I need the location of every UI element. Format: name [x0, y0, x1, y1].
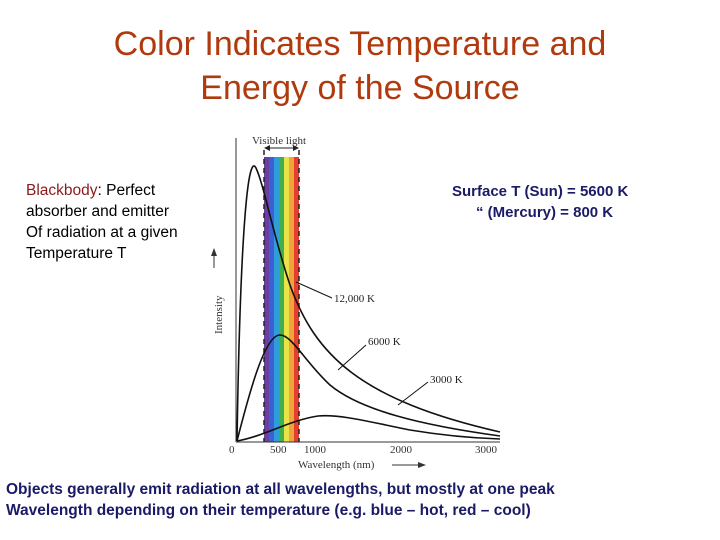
spectrum-stripe-green: [279, 157, 284, 442]
label-leader-3000k: [397, 381, 429, 406]
definition-line-2: absorber and emitter: [26, 203, 170, 220]
spectrum-stripe-orange: [289, 157, 294, 442]
curve-3000k: [236, 414, 501, 442]
label-leader-6000k: [337, 344, 367, 371]
spectrum-stripe-violet: [264, 157, 269, 442]
x-tick-500: 500: [270, 444, 287, 456]
visible-arrow-right-head: [293, 145, 299, 151]
spectrum-stripe-blue: [269, 157, 274, 442]
label-3000k: 3000 K: [430, 374, 463, 386]
wavelength-label: Wavelength (nm): [298, 459, 375, 471]
title-line-2: Energy of the Source: [200, 69, 520, 107]
x-tick-2000: 2000: [390, 444, 413, 456]
x-tick-1000: 1000: [304, 444, 327, 456]
surface-temperatures: Surface T (Sun) = 5600 K “ (Mercury) = 8…: [452, 181, 712, 223]
summary-line-2: Wavelength depending on their temperatur…: [6, 502, 531, 519]
x-tick-0: 0: [229, 444, 235, 456]
summary-text: Objects generally emit radiation at all …: [6, 479, 718, 521]
summary-line-1: Objects generally emit radiation at all …: [6, 481, 555, 498]
mercury-temperature: “ (Mercury) = 800 K: [476, 204, 614, 221]
label-leader-12000k: [295, 281, 333, 299]
axes: Intensity Wavelength (nm) 0 500 1000 200…: [211, 138, 500, 471]
blackbody-definition: Blackbody: Perfect absorber and emitter …: [26, 180, 226, 264]
blackbody-curves: [236, 165, 501, 442]
visible-arrow-left-head: [264, 145, 270, 151]
intensity-label: Intensity: [213, 295, 225, 334]
visible-light-label: Visible light: [252, 135, 306, 147]
curve-6000k: [236, 334, 501, 442]
blackbody-term: Blackbody: [26, 182, 98, 199]
definition-line-4: Temperature T: [26, 245, 127, 262]
curve-12000k: [236, 165, 501, 442]
title-line-1: Color Indicates Temperature and: [113, 25, 607, 63]
label-6000k: 6000 K: [368, 336, 401, 348]
slide-title: Color Indicates Temperature and Energy o…: [0, 22, 720, 110]
definition-rest: : Perfect: [97, 182, 156, 199]
definition-line-3: Of radiation at a given: [26, 224, 178, 241]
y-arrow-head: [211, 248, 217, 256]
x-tick-3000: 3000: [475, 444, 498, 456]
spectrum-stripe-yellow: [284, 157, 289, 442]
label-12000k: 12,000 K: [334, 293, 375, 305]
sun-temperature: Surface T (Sun) = 5600 K: [452, 183, 629, 200]
x-arrow-head: [418, 462, 426, 468]
spectrum-stripe-cyan: [274, 157, 279, 442]
